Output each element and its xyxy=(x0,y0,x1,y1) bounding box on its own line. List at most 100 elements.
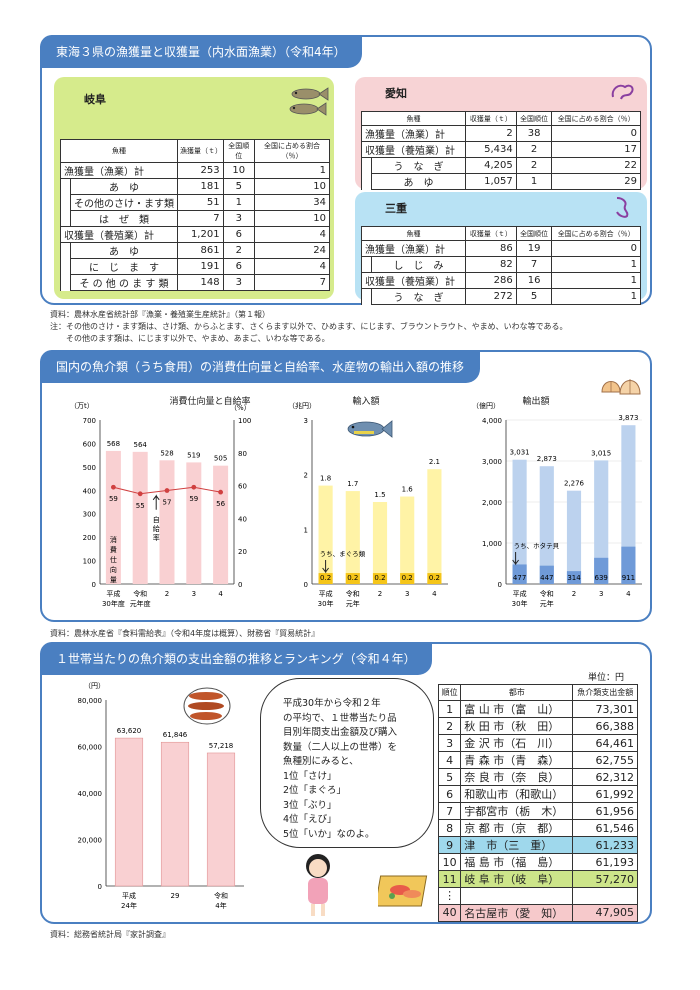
sub-bar xyxy=(372,573,388,584)
ranking-header-row: 順位 都市 魚介類支出金額 xyxy=(437,684,638,701)
data-label: 1.6 xyxy=(402,486,414,494)
speech-line: 2位「まぐろ」 xyxy=(283,785,347,796)
column-header: 収獲量（ｔ） xyxy=(464,226,517,241)
sub-data-label: 0.2 xyxy=(374,574,385,582)
sub-bar xyxy=(318,573,333,584)
aichi-table: 魚種 収獲量（ｔ） 全国順位 全国に占める割合（％） 漁獲量（漁業）計 2 38 0 収獲量（養… xyxy=(361,111,641,190)
annotation-char: 仕 xyxy=(110,555,117,564)
shell-icon xyxy=(601,379,641,395)
ranking-cell-city: 福 島 市（福 島） xyxy=(460,853,574,871)
data-label: 564 xyxy=(134,441,148,449)
ranking-cell-city: 奈 良 市（奈 良） xyxy=(460,768,574,786)
x-tick-label: 令和 xyxy=(133,589,147,598)
table-row: 漁獲量（漁業）計 86 19 0 xyxy=(361,240,641,257)
ranking-cell-amount: 61,956 xyxy=(572,802,638,820)
ranking-cell-city: 宇都宮市（栃 木） xyxy=(460,802,574,820)
sub-bar xyxy=(400,573,415,584)
sub-data-label: 0.2 xyxy=(320,574,331,582)
cell-qty: 2 xyxy=(464,125,517,142)
chart1-title: 消費仕向量と自給率 xyxy=(169,397,251,407)
x-tick-label: 30年 xyxy=(318,599,334,608)
cell-pct: 1 xyxy=(551,256,641,273)
ranking-cell-amount: 61,546 xyxy=(572,819,638,837)
grilled-fish-icon xyxy=(183,687,231,725)
indent-cell xyxy=(60,258,71,275)
line-point xyxy=(218,489,224,495)
bar xyxy=(186,462,202,584)
data-label: 505 xyxy=(214,455,227,463)
ranking-cell-rank: 7 xyxy=(437,802,462,820)
table-row: 漁獲量（漁業）計 253 10 1 xyxy=(60,162,331,179)
ranking-cell-city: 秋 田 市（秋 田） xyxy=(460,717,574,735)
column-header: 全国に占める割合（％） xyxy=(551,226,641,241)
ranking-cell-amount xyxy=(572,887,638,905)
bar xyxy=(427,469,442,584)
chart2-title: 輸入額 xyxy=(352,397,380,407)
y-tick-label: 100 xyxy=(83,558,96,566)
sub-data-label: 477 xyxy=(513,574,526,582)
table-row: そ の 他 の ま す 類 148 3 7 xyxy=(60,274,331,291)
sub-bar xyxy=(566,571,582,584)
bar xyxy=(594,460,609,584)
indent-cell xyxy=(60,178,71,195)
table-row: その他のさけ・ます類 51 1 34 xyxy=(60,194,331,211)
bar xyxy=(114,737,144,887)
gifu-box: 岐阜 魚種 漁獲量（ｔ） 全国順位 全国に占める割合（％） 漁獲量（漁業）計 253 10 1… xyxy=(54,77,334,299)
y2-tick-label: 40 xyxy=(238,515,247,523)
speech-line: 4位「えび」 xyxy=(283,814,337,825)
section-consumption-trade-title: 国内の魚介類（うち食用）の消費仕向量と自給率、水産物の輸出入額の推移 xyxy=(40,350,481,383)
y-tick-label: 3,000 xyxy=(482,458,502,466)
y-axis-unit: （億円） xyxy=(472,401,500,410)
ranking-cell-city: 青 森 市（青 森） xyxy=(460,751,574,769)
sub-bar xyxy=(594,557,609,584)
data-label: 1.5 xyxy=(374,491,385,499)
y-tick-label: 200 xyxy=(83,534,96,542)
data-label: 519 xyxy=(187,451,200,459)
column-header: 全国順位 xyxy=(515,226,553,241)
cell-pct: 34 xyxy=(253,194,331,211)
line-data-label: 59 xyxy=(109,495,118,503)
data-label: 3,873 xyxy=(618,414,638,422)
y-tick-label: 0 xyxy=(92,581,96,589)
x-tick-label: 4年 xyxy=(215,901,226,910)
indent-cell xyxy=(361,256,372,273)
cell-pct: 4 xyxy=(253,258,331,275)
x-tick-label: 元年 xyxy=(346,599,360,608)
line-data-label: 56 xyxy=(216,500,225,508)
y-tick-label: 500 xyxy=(83,464,96,472)
sec1-source: 資料：農林水産省統計部『漁業・養殖業生産統計』（第１報） xyxy=(50,310,270,319)
speech-line: 3位「ぶり」 xyxy=(283,799,337,811)
table-row: 収獲量（養殖業）計 1,201 6 4 xyxy=(60,226,331,243)
y-tick-label: 1,000 xyxy=(482,540,502,548)
bar xyxy=(566,490,582,584)
data-label: 61,846 xyxy=(163,731,188,739)
line-point xyxy=(111,484,116,490)
cell-pct: 10 xyxy=(253,210,331,227)
speech-line: 数量（二人以上の世帯）を xyxy=(283,741,398,753)
row-label: 漁獲量（漁業）計 xyxy=(60,162,178,179)
ranking-cell-amount: 61,193 xyxy=(572,853,638,871)
data-label: 568 xyxy=(107,440,120,448)
ranking-cell-amount: 66,388 xyxy=(572,717,638,735)
bar xyxy=(345,491,360,584)
x-tick-label: 平成 xyxy=(122,891,136,900)
y-tick-label: 400 xyxy=(83,487,96,495)
cell-rank: 6 xyxy=(222,258,255,275)
y-axis-unit: （万t） xyxy=(70,402,94,410)
annotation-char: 給 xyxy=(153,524,160,533)
ranking-cell-rank: 6 xyxy=(437,785,462,803)
gifu-heading: 岐阜 xyxy=(84,93,106,106)
ranking-cell-rank: 4 xyxy=(437,751,462,769)
cell-qty: 5,434 xyxy=(464,141,517,158)
table-row: に じ ま す 191 6 4 xyxy=(60,258,331,275)
row-label: に じ ま す xyxy=(70,258,178,275)
cell-qty: 148 xyxy=(177,274,224,291)
cell-qty: 253 xyxy=(177,162,224,179)
cell-qty: 286 xyxy=(464,272,517,289)
bar xyxy=(400,496,415,584)
annotation-char: 量 xyxy=(110,576,117,584)
table-row: あ ゆ 181 5 10 xyxy=(60,178,331,195)
cell-pct: 10 xyxy=(253,178,331,195)
x-tick-label: 2 xyxy=(165,590,169,598)
